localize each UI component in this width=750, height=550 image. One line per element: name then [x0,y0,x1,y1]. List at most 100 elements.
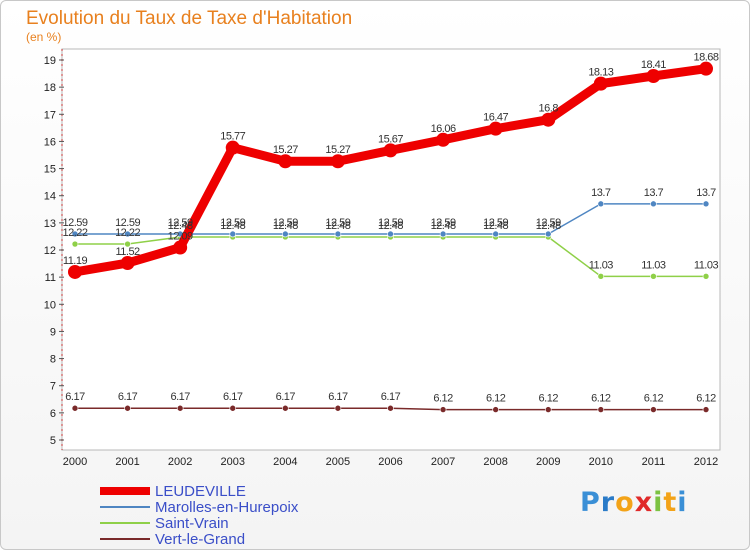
data-point [282,230,289,238]
x-tick-label: 2011 [642,456,666,468]
data-label: 18.41 [641,59,666,71]
legend-entry: LEUDEVILLE [155,483,246,500]
x-tick-label: 2009 [536,456,560,468]
data-label: 11.19 [63,255,88,267]
data-point [439,406,447,413]
data-point [650,406,657,413]
y-axis-label: (en %) [26,30,61,44]
legend: LEUDEVILLEMarolles-en-HurepoixSaint-Vrai… [100,483,299,548]
y-tick-label: 19 [44,55,56,67]
data-point [492,406,499,413]
data-point [330,154,345,169]
series-layer [68,61,713,413]
data-label: 6.17 [118,391,138,403]
data-label: 12.22 [115,227,140,239]
x-tick-label: 2002 [168,456,192,468]
data-point [124,230,131,238]
data-label: 6.17 [65,391,85,403]
data-label: 12.09 [168,231,193,243]
data-label: 16.06 [431,123,456,135]
data-point [597,406,605,413]
data-point [71,240,79,248]
x-tick-label: 2006 [378,456,402,468]
logo-letter: r [600,487,616,518]
y-tick-label: 8 [50,354,56,366]
data-label: 6.12 [591,393,611,405]
y-tick-label: 16 [44,136,56,148]
data-point [544,406,552,413]
proxiti-logo: Proxiti [580,487,688,518]
data-label: 15.67 [378,133,403,145]
y-tick-label: 14 [44,191,56,203]
data-label: 12.22 [62,227,87,239]
data-label: 6.12 [486,393,506,405]
legend-entry: Saint-Vrain [155,515,229,532]
data-label: 6.12 [644,393,664,405]
logo-letter: P [580,487,601,518]
data-point [278,154,293,169]
data-label: 11.03 [589,259,614,271]
data-label: 6.17 [223,391,243,403]
data-point [492,230,499,238]
data-label: 15.77 [220,131,245,143]
logo-letter: i [653,487,664,518]
data-label: 12.48 [273,220,298,232]
data-point [225,140,240,155]
x-tick-label: 2000 [63,456,87,468]
data-point [699,61,713,76]
data-label: 11.52 [115,246,140,258]
data-point [702,200,710,208]
data-label: 11.03 [694,259,719,271]
data-label: 6.12 [433,393,453,405]
data-point [334,230,342,238]
x-tick-label: 2001 [115,456,139,468]
data-point [436,132,451,147]
data-label: 15.27 [325,144,350,156]
y-tick-label: 6 [50,408,56,420]
data-label: 18.13 [588,67,613,79]
data-label: 12.59 [62,217,87,229]
data-label: 12.48 [325,220,350,232]
data-label: 6.12 [696,393,716,405]
y-tick-label: 15 [44,164,56,176]
data-point [124,240,131,248]
y-tick-label: 12 [44,245,56,257]
data-point [488,121,503,136]
data-label: 12.48 [220,220,245,232]
data-label: 16.47 [483,112,508,124]
data-point [120,256,135,271]
data-point [71,230,79,238]
x-tick-label: 2005 [326,456,350,468]
x-tick-label: 2003 [221,456,245,468]
data-point [176,404,184,412]
logo-letter: x [634,487,654,518]
data-point [597,200,605,208]
x-tick-label: 2012 [694,456,718,468]
data-point [646,69,661,84]
data-label: 12.48 [483,220,508,232]
data-point [387,230,394,238]
y-tick-label: 9 [50,326,56,338]
data-label: 15.27 [273,144,298,156]
y-tick-label: 7 [50,381,56,393]
data-point [593,76,608,91]
x-tick-label: 2007 [431,456,455,468]
data-label: 12.59 [378,217,403,229]
legend-entry: Marolles-en-Hurepoix [155,499,299,516]
data-label: 18.68 [693,52,718,64]
data-point [282,404,289,412]
data-point [702,273,710,280]
x-tick-label: 2008 [483,456,507,468]
data-label: 12.48 [536,220,561,232]
data-label: 12.59 [115,217,140,229]
data-point [650,200,657,208]
data-label: 13.7 [696,187,716,199]
data-label: 12.59 [273,217,298,229]
y-tick-label: 5 [50,435,56,447]
chart-title: Evolution du Taux de Taxe d'Habitation [26,8,352,29]
data-point [541,112,556,127]
data-point [439,230,447,238]
data-point [173,240,188,255]
logo-letter: t [663,487,678,518]
